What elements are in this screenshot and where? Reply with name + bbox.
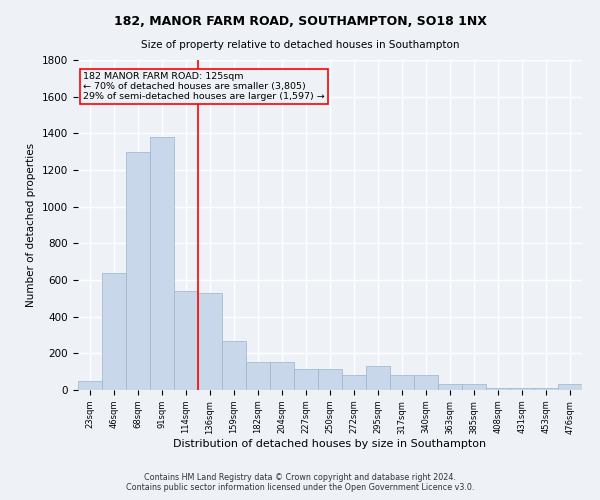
Bar xyxy=(222,340,246,390)
Bar xyxy=(486,388,510,390)
Text: 182, MANOR FARM ROAD, SOUTHAMPTON, SO18 1NX: 182, MANOR FARM ROAD, SOUTHAMPTON, SO18 … xyxy=(113,15,487,28)
Bar xyxy=(126,152,150,390)
Text: Size of property relative to detached houses in Southampton: Size of property relative to detached ho… xyxy=(141,40,459,50)
Bar xyxy=(390,376,414,390)
Text: 182 MANOR FARM ROAD: 125sqm
← 70% of detached houses are smaller (3,805)
29% of : 182 MANOR FARM ROAD: 125sqm ← 70% of det… xyxy=(83,72,325,102)
X-axis label: Distribution of detached houses by size in Southampton: Distribution of detached houses by size … xyxy=(173,440,487,450)
Bar xyxy=(342,376,366,390)
Bar xyxy=(78,381,102,390)
Bar xyxy=(534,388,558,390)
Bar xyxy=(366,366,390,390)
Bar xyxy=(558,384,582,390)
Bar xyxy=(246,362,270,390)
Bar xyxy=(318,369,342,390)
Bar xyxy=(510,388,534,390)
Bar xyxy=(414,376,438,390)
Bar xyxy=(438,384,462,390)
Bar xyxy=(270,362,294,390)
Bar xyxy=(174,291,198,390)
Bar xyxy=(462,384,486,390)
Bar xyxy=(294,369,318,390)
Bar xyxy=(102,272,126,390)
Bar xyxy=(150,137,174,390)
Bar xyxy=(198,293,222,390)
Text: Contains HM Land Registry data © Crown copyright and database right 2024.
Contai: Contains HM Land Registry data © Crown c… xyxy=(126,473,474,492)
Y-axis label: Number of detached properties: Number of detached properties xyxy=(26,143,37,307)
